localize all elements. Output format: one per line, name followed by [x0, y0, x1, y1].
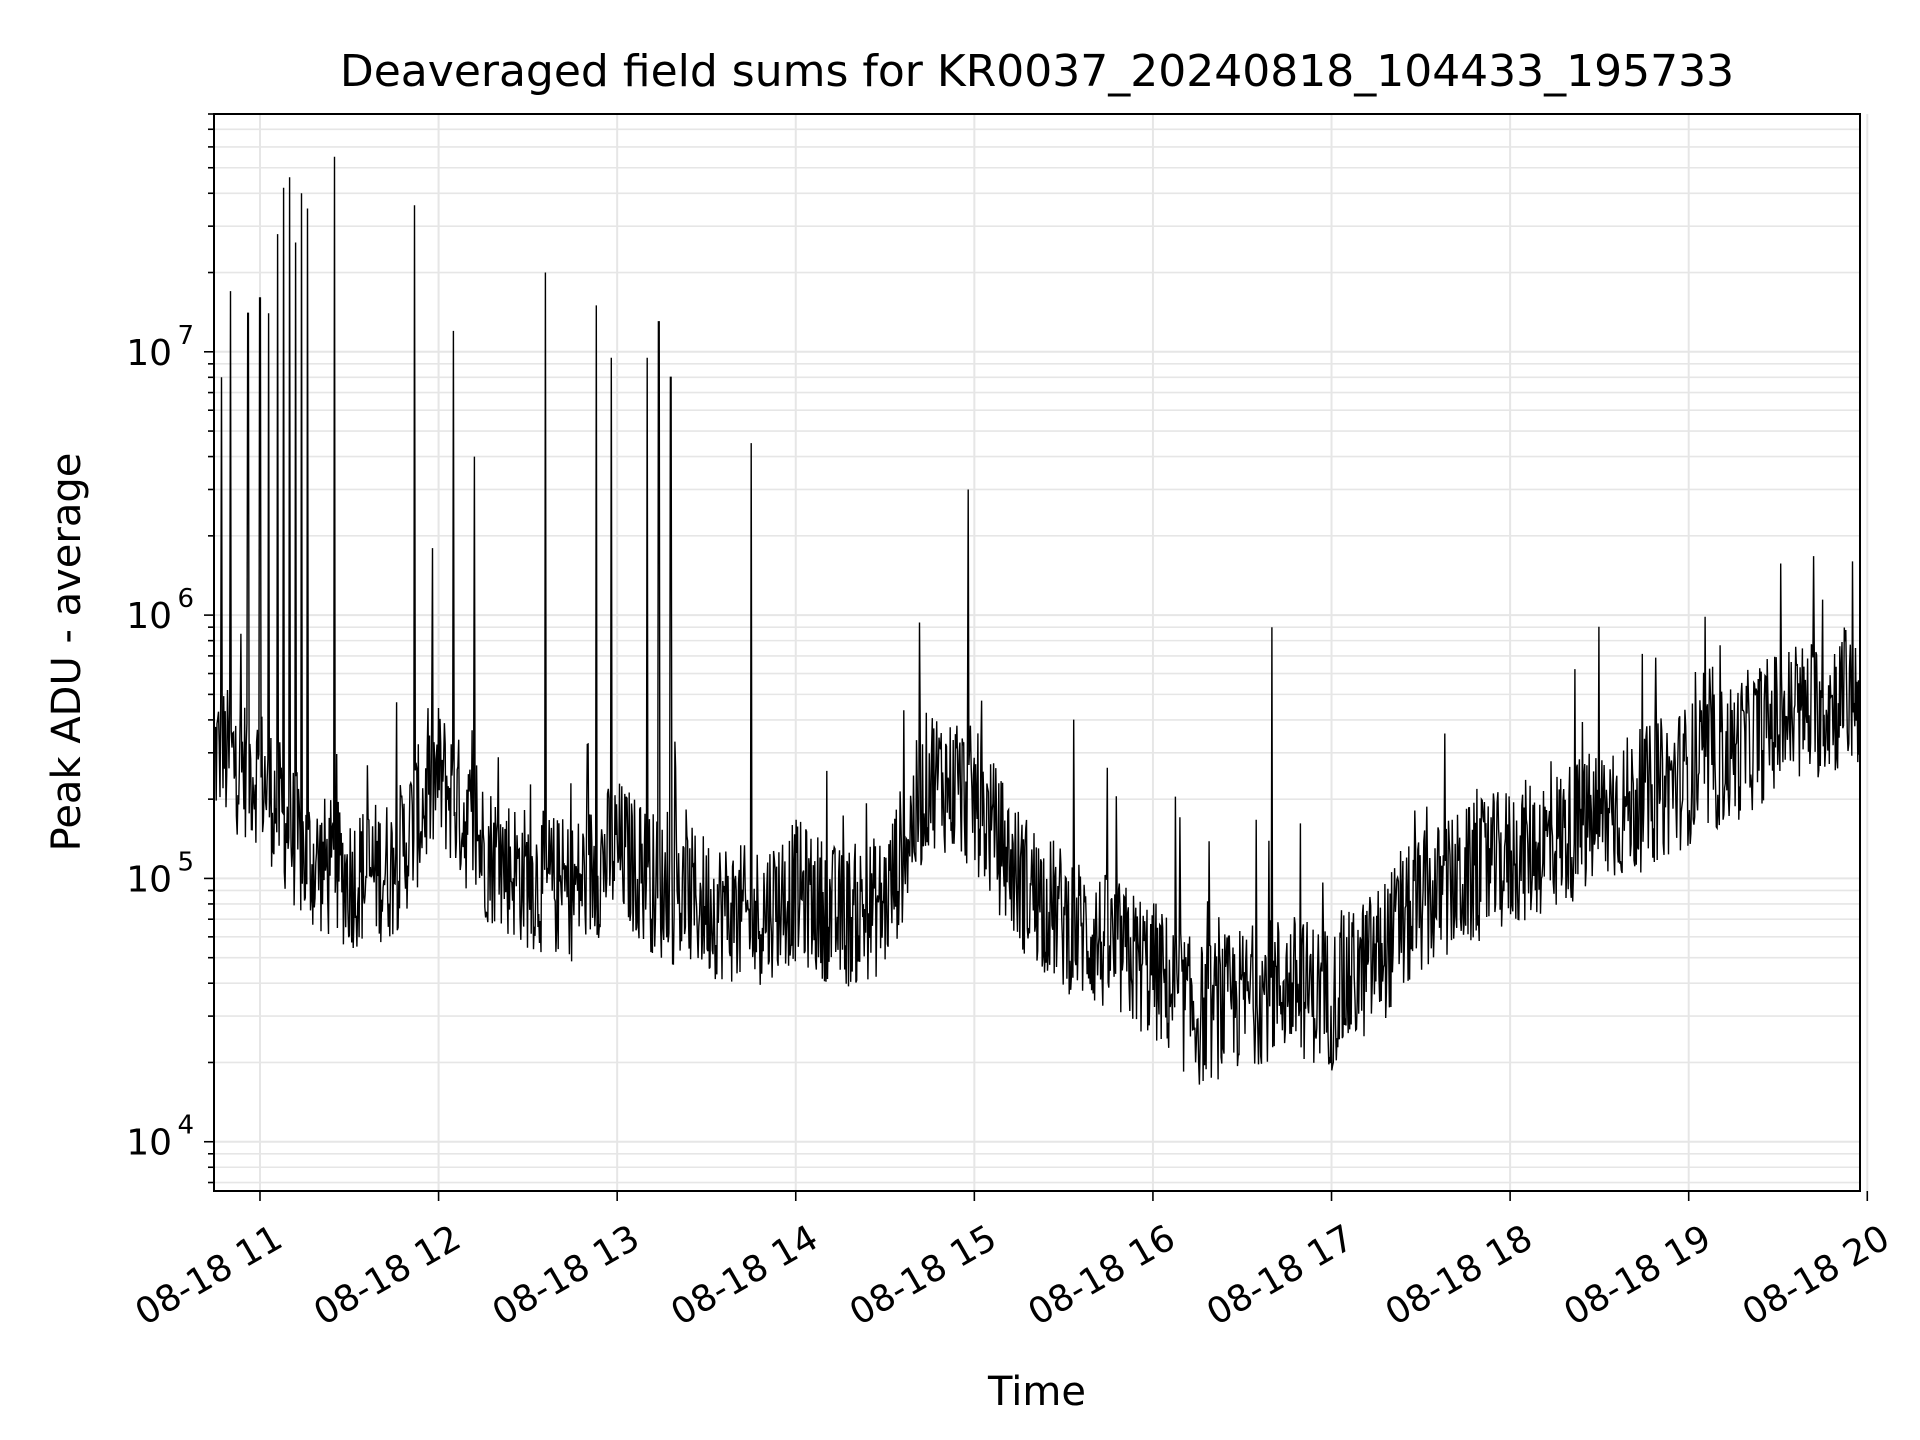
plot-frame [213, 113, 1861, 1192]
plot-area [213, 156, 1861, 1085]
y-tick-label: 10 [126, 1123, 172, 1164]
y-tick-exponent: 4 [177, 1111, 194, 1141]
y-tick-exponent: 6 [177, 584, 194, 614]
y-tick-label: 10 [126, 333, 172, 374]
y-axis-label: Peak ADU - average [44, 453, 90, 852]
y-tick-exponent: 7 [177, 321, 194, 351]
chart-title: Deaveraged field sums for KR0037_2024081… [340, 46, 1734, 97]
y-tick-exponent: 5 [177, 847, 194, 877]
y-tick-label: 10 [126, 859, 172, 900]
y-tick-label: 10 [126, 596, 172, 637]
x-axis-label: Time [987, 1369, 1086, 1415]
data-series-line [213, 156, 1861, 1085]
